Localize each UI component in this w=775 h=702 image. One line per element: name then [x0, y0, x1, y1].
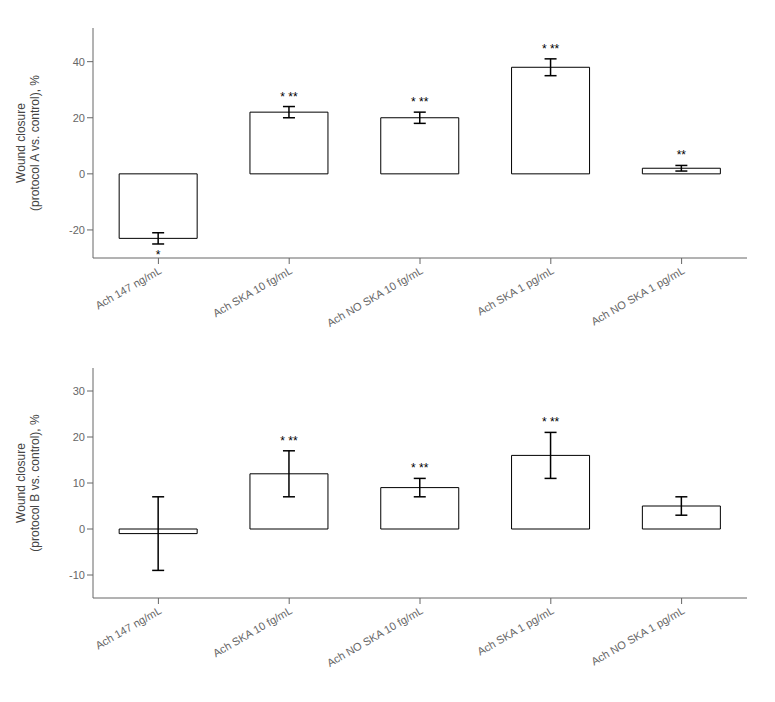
svg-text:20: 20	[73, 431, 85, 443]
svg-text:10: 10	[73, 477, 85, 489]
svg-text:Ach 147 ng/mL: Ach 147 ng/mL	[93, 264, 163, 311]
svg-text:30: 30	[73, 385, 85, 397]
svg-text:Ach SKA 10 fg/mL: Ach SKA 10 fg/mL	[211, 264, 294, 319]
svg-text:Ach SKA 1 pg/mL: Ach SKA 1 pg/mL	[475, 264, 556, 318]
svg-text:0: 0	[79, 168, 85, 180]
svg-text:-20: -20	[69, 224, 85, 236]
svg-text:Ach NO SKA 10 fg/mL: Ach NO SKA 10 fg/mL	[325, 604, 425, 669]
svg-text:0: 0	[79, 523, 85, 535]
svg-text:Ach SKA 10 fg/mL: Ach SKA 10 fg/mL	[211, 604, 294, 659]
svg-text:* **: * **	[280, 90, 298, 104]
svg-text:* **: * **	[542, 42, 560, 56]
svg-text:**: **	[677, 148, 687, 162]
svg-text:Ach NO SKA 1 pg/mL: Ach NO SKA 1 pg/mL	[589, 604, 687, 667]
svg-text:Wound closure(protocol B vs. c: Wound closure(protocol B vs. control), %	[14, 414, 42, 552]
svg-text:* **: * **	[542, 415, 560, 429]
svg-text:-10: -10	[69, 569, 85, 581]
svg-text:Ach 147 ng/mL: Ach 147 ng/mL	[93, 604, 163, 651]
svg-text:Ach SKA 1 pg/mL: Ach SKA 1 pg/mL	[475, 604, 556, 658]
svg-text:* **: * **	[280, 434, 298, 448]
svg-text:* **: * **	[411, 95, 429, 109]
svg-text:Ach NO SKA 10 fg/mL: Ach NO SKA 10 fg/mL	[325, 264, 425, 329]
svg-text:Ach NO SKA 1 pg/mL: Ach NO SKA 1 pg/mL	[589, 264, 687, 327]
svg-text:40: 40	[73, 56, 85, 68]
svg-text:20: 20	[73, 112, 85, 124]
svg-text:*: *	[156, 248, 161, 262]
svg-text:* **: * **	[411, 461, 429, 475]
svg-text:Wound closure(protocol A vs. c: Wound closure(protocol A vs. control), %	[14, 75, 42, 211]
